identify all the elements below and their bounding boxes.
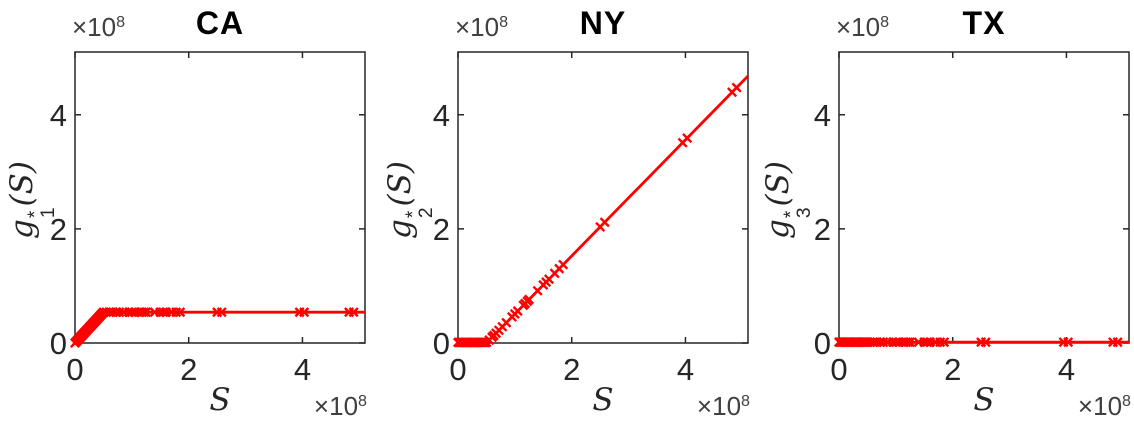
x-marker <box>599 217 610 228</box>
x-marker <box>980 337 991 348</box>
x-marker <box>139 307 150 318</box>
x-marker <box>216 307 227 318</box>
x-marker <box>1063 337 1074 348</box>
x-marker <box>682 133 693 144</box>
ylabel-argument: (S) <box>3 161 40 207</box>
exponent-base: ×10 <box>836 12 881 42</box>
y-axis-label: g * 2 (S) <box>381 161 438 239</box>
exponent-power: 8 <box>1122 392 1131 411</box>
x-axis-label: S <box>209 382 231 418</box>
subplot-title: TX <box>962 5 1006 41</box>
exponent-base: ×10 <box>1077 391 1123 421</box>
ylabel-scripts: * 1 <box>24 207 60 219</box>
x-tick-label: 4 <box>294 352 311 387</box>
exponent-base: ×10 <box>696 391 742 421</box>
ylabel-subscript: 1 <box>38 207 60 219</box>
x-tick-label: 2 <box>944 352 961 387</box>
plot-area-ny: 0 2 4 0 2 4 <box>433 51 750 387</box>
exponent-power: 8 <box>880 13 890 32</box>
x-marker <box>922 337 933 348</box>
x-marker <box>110 307 121 318</box>
y-tick-label: 2 <box>50 212 67 247</box>
ylabel-subscript: 2 <box>416 207 438 219</box>
x-axis-exponent: ×108 <box>314 391 367 422</box>
x-tick-label: 2 <box>180 352 197 387</box>
x-marker <box>939 337 950 348</box>
x-marker <box>175 307 186 318</box>
x-marker <box>299 307 310 318</box>
plot-area-tx: 0 2 4 0 2 4 <box>814 51 1130 387</box>
x-tick-label: 4 <box>677 352 694 387</box>
axes-box <box>457 51 749 344</box>
exponent-base: ×10 <box>313 391 359 421</box>
x-axis-exponent: ×108 <box>697 391 750 422</box>
ylabel-symbol: g <box>3 219 40 239</box>
x-axis-label: S <box>592 382 614 418</box>
x-marker <box>524 294 535 305</box>
x-marker <box>874 337 885 348</box>
ylabel-argument: (S) <box>759 161 796 207</box>
x-marker <box>348 307 359 318</box>
x-marker <box>890 337 901 348</box>
x-axis-exponent: ×108 <box>1078 391 1131 422</box>
exponent-base: ×10 <box>72 12 117 42</box>
x-marker <box>905 337 916 348</box>
exponent-power: 8 <box>116 13 126 32</box>
ylabel-symbol: g <box>381 219 418 239</box>
x-axis-label: S <box>973 382 995 418</box>
x-marker <box>126 307 137 318</box>
y-tick-label: 2 <box>433 212 450 247</box>
y-tick-label: 4 <box>50 98 67 133</box>
y-tick-label: 0 <box>814 326 831 361</box>
subplot-title: CA <box>195 5 245 41</box>
plot-area-ca: 0 2 4 0 2 4 <box>50 51 366 387</box>
y-tick-label: 0 <box>50 326 67 361</box>
x-tick-label: 0 <box>830 352 847 387</box>
x-tick-label: 2 <box>563 352 580 387</box>
axes-box <box>74 51 366 344</box>
y-tick-label: 2 <box>814 212 831 247</box>
y-tick-label: 0 <box>433 326 450 361</box>
y-axis-label: g * 3 (S) <box>759 161 816 239</box>
y-tick-label: 4 <box>814 98 831 133</box>
ylabel-argument: (S) <box>381 161 418 207</box>
data-line <box>73 310 365 344</box>
y-axis-exponent: ×108 <box>836 12 889 43</box>
x-tick-label: 0 <box>449 352 466 387</box>
x-marker <box>731 82 742 93</box>
exponent-base: ×10 <box>455 12 500 42</box>
subplot-title: NY <box>579 5 627 41</box>
x-marker <box>141 307 152 318</box>
ylabel-subscript: 3 <box>794 207 816 219</box>
ylabel-symbol: g <box>759 219 796 239</box>
y-axis-exponent: ×108 <box>455 12 508 43</box>
x-tick-label: 4 <box>1058 352 1075 387</box>
exponent-power: 8 <box>741 392 750 411</box>
y-axis-label: g * 1 (S) <box>3 161 60 239</box>
exponent-power: 8 <box>499 13 509 32</box>
exponent-power: 8 <box>358 392 367 411</box>
data-line <box>458 74 750 344</box>
x-tick-label: 0 <box>66 352 83 387</box>
axes-box <box>838 51 1130 344</box>
x-marker <box>1112 337 1123 348</box>
x-marker <box>558 259 569 270</box>
x-marker <box>158 307 169 318</box>
x-marker <box>903 337 914 348</box>
y-tick-label: 4 <box>433 98 450 133</box>
y-axis-exponent: ×108 <box>72 12 125 43</box>
ylabel-scripts: * 3 <box>780 207 816 219</box>
ylabel-scripts: * 2 <box>402 207 438 219</box>
